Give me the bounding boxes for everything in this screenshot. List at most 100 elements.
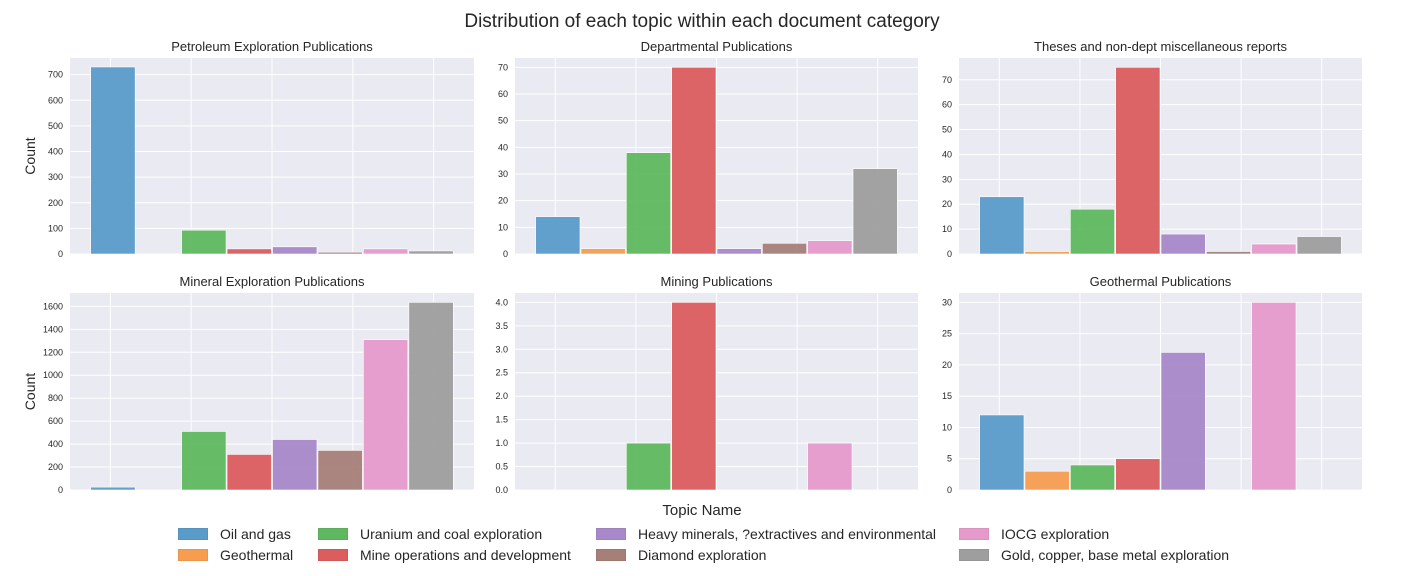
- y-tick-label: 0: [947, 485, 952, 495]
- y-tick-label: 0.0: [495, 485, 508, 495]
- y-tick-label: 10: [942, 422, 952, 432]
- y-tick-label: 3.0: [495, 344, 508, 354]
- bar-diamond-exploration: [317, 251, 363, 255]
- legend: Topic Name Oil and gas Geothermal Uranium …: [170, 502, 1250, 572]
- bar-geothermal: [1024, 470, 1070, 491]
- bar-iocg-exploration: [363, 248, 409, 255]
- bar-uranium-and-coal-exploration: [1070, 464, 1115, 491]
- bar-heavy-minerals-extractives-and-environmental: [1160, 233, 1206, 255]
- panel-title: Geothermal Publications: [1090, 274, 1232, 289]
- y-tick-label: 200: [48, 462, 63, 472]
- bar-gold-copper-base-metal-exploration: [408, 250, 454, 255]
- panel-title: Mining Publications: [660, 274, 773, 289]
- y-tick-label: 2.0: [495, 391, 508, 401]
- y-tick-label: 0: [58, 485, 63, 495]
- bar-uranium-and-coal-exploration: [626, 442, 671, 491]
- y-tick-label: 400: [48, 439, 63, 449]
- legend-swatch: [318, 528, 348, 540]
- y-tick-label: 600: [48, 95, 63, 105]
- y-tick-label: 4.0: [495, 297, 508, 307]
- y-tick-label: 30: [942, 297, 952, 307]
- y-tick-label: 1.5: [495, 415, 508, 425]
- y-tick-label: 40: [942, 149, 952, 159]
- y-tick-label: 15: [942, 391, 952, 401]
- bar-geothermal: [1024, 251, 1070, 255]
- y-tick-label: 25: [942, 329, 952, 339]
- bar-diamond-exploration: [762, 243, 807, 255]
- y-tick-label: 20: [498, 196, 508, 206]
- y-tick-label: 1000: [43, 370, 63, 380]
- y-tick-label: 1.0: [495, 438, 508, 448]
- y-tick-label: 20: [942, 360, 952, 370]
- bar-oil-and-gas: [979, 414, 1025, 491]
- panel-title: Mineral Exploration Publications: [180, 274, 365, 289]
- bar-iocg-exploration: [363, 339, 409, 491]
- y-axis-label: Count: [22, 373, 38, 410]
- y-tick-label: 0: [58, 249, 63, 259]
- bar-mine-operations-and-development: [226, 454, 272, 491]
- y-tick-label: 50: [942, 125, 952, 135]
- y-tick-label: 30: [942, 174, 952, 184]
- panel-mining-publications: 0.0 0.5 1.0 1.5 2.0 2.5 3.0 3.5 4.0 Mining Public…: [495, 274, 918, 495]
- bar-gold-copper-base-metal-exploration: [1296, 236, 1342, 255]
- bar-uranium-and-coal-exploration: [626, 152, 671, 255]
- legend-swatch: [596, 549, 626, 561]
- y-tick-label: 0: [503, 249, 508, 259]
- y-tick-label: 500: [48, 121, 63, 131]
- legend-title: Topic Name: [662, 502, 742, 519]
- y-tick-label: 800: [48, 393, 63, 403]
- panel-departmental-publications: 0 10 20 30 40 50 60 70 Departmental Publications: [498, 39, 918, 259]
- legend-swatch: [178, 528, 208, 540]
- bar-oil-and-gas: [535, 216, 581, 255]
- legend-item-gold-copper-base-metal-exploration: Gold, copper, base metal exploration: [959, 546, 1229, 564]
- bar-oil-and-gas: [979, 196, 1025, 255]
- bar-gold-copper-base-metal-exploration: [852, 168, 898, 255]
- bar-gold-copper-base-metal-exploration: [408, 302, 454, 491]
- y-tick-label: 300: [48, 172, 63, 182]
- legend-item-uranium-and-coal-exploration: Uranium and coal exploration: [318, 525, 542, 543]
- y-tick-label: 10: [498, 222, 508, 232]
- y-tick-label: 1600: [43, 301, 63, 311]
- figure-title: Distribution of each topic within each d…: [464, 11, 940, 32]
- legend-label: Heavy minerals, ?extractives and environ…: [638, 526, 937, 542]
- bar-heavy-minerals-extractives-and-environmental: [272, 246, 318, 255]
- y-tick-label: 600: [48, 416, 63, 426]
- bar-mine-operations-and-development: [1115, 67, 1161, 255]
- legend-label: Diamond exploration: [638, 547, 767, 563]
- legend-swatch: [178, 549, 208, 561]
- legend-item-diamond-exploration: Diamond exploration: [596, 546, 766, 564]
- panel-theses-and-non-dept-miscellaneous-reports: 0 10 20 30 40 50 60 70 Theses and non-dept misce…: [942, 39, 1362, 259]
- legend-label: IOCG exploration: [1001, 526, 1110, 542]
- y-tick-label: 1400: [43, 324, 63, 334]
- y-tick-label: 3.5: [495, 321, 508, 331]
- legend-swatch: [959, 528, 989, 540]
- bar-heavy-minerals-extractives-and-environmental: [1160, 352, 1206, 491]
- legend-label: Gold, copper, base metal exploration: [1001, 547, 1230, 563]
- y-tick-label: 700: [48, 70, 63, 80]
- bar-mine-operations-and-development: [226, 248, 272, 255]
- y-tick-label: 30: [498, 169, 508, 179]
- bar-diamond-exploration: [317, 450, 363, 491]
- y-tick-label: 2.5: [495, 368, 508, 378]
- legend-item-geothermal: Geothermal: [178, 546, 293, 564]
- bar-oil-and-gas: [90, 66, 136, 255]
- legend-swatch: [959, 549, 989, 561]
- y-tick-label: 200: [48, 198, 63, 208]
- panel-geothermal-publications: 0 5 10 15 20 25 30 Geothermal Publications: [942, 274, 1362, 495]
- legend-item-heavy-minerals-extractives-and-environmental: Heavy minerals, ?extractives and environ…: [596, 525, 936, 543]
- bar-iocg-exploration: [1251, 243, 1297, 255]
- y-tick-label: 1200: [43, 347, 63, 357]
- bar-uranium-and-coal-exploration: [1070, 208, 1115, 255]
- legend-label: Geothermal: [220, 547, 294, 563]
- bar-oil-and-gas: [90, 486, 136, 491]
- panel-title: Petroleum Exploration Publications: [171, 39, 373, 54]
- bar-iocg-exploration: [807, 240, 853, 255]
- y-tick-label: 70: [942, 75, 952, 85]
- bar-iocg-exploration: [807, 442, 853, 491]
- legend-item-iocg-exploration: IOCG exploration: [959, 525, 1109, 543]
- legend-item-oil-and-gas: Oil and gas: [178, 525, 291, 543]
- y-tick-label: 10: [942, 224, 952, 234]
- bar-heavy-minerals-extractives-and-environmental: [716, 248, 762, 255]
- legend-label: Oil and gas: [220, 526, 291, 542]
- y-tick-label: 60: [942, 100, 952, 110]
